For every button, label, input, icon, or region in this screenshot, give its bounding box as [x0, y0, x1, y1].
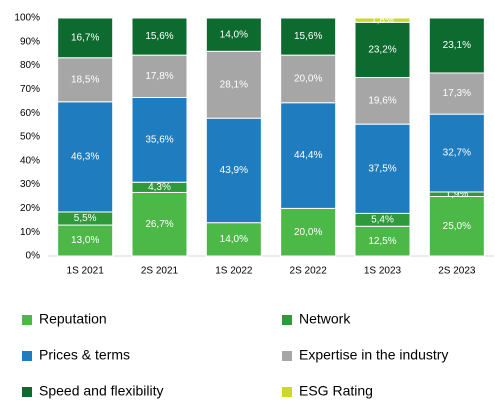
y-tick-label: 30%	[20, 179, 40, 190]
x-tick-label: 1S 2022	[215, 266, 253, 277]
x-tick-label: 1S 2023	[364, 266, 402, 277]
data-label: 1,8%	[371, 15, 394, 26]
y-tick-label: 0%	[26, 251, 41, 262]
data-label: 1,9%	[445, 189, 468, 200]
x-tick-label: 2S 2021	[141, 266, 179, 277]
bar-segment	[131, 191, 188, 257]
data-label: 32,7%	[443, 148, 471, 159]
bar-segment	[354, 77, 411, 125]
x-tick-label: 2S 2023	[438, 266, 476, 277]
bar-segment	[280, 207, 337, 257]
bar-segment	[57, 101, 114, 213]
bar-segment	[57, 224, 114, 257]
bar-segment	[131, 54, 188, 98]
y-tick-label: 70%	[20, 84, 40, 95]
data-label: 20,0%	[294, 227, 322, 238]
data-label: 18,5%	[71, 74, 99, 85]
bar-segment	[205, 50, 262, 119]
y-tick-label: 40%	[20, 155, 40, 166]
legend-swatch	[282, 351, 292, 361]
data-label: 4,3%	[148, 182, 171, 193]
bar-segment	[131, 17, 188, 56]
data-label: 5,5%	[74, 213, 97, 224]
x-tick-label: 1S 2021	[67, 266, 105, 277]
legend-label: Prices & terms	[39, 347, 130, 363]
legend-label: Speed and flexibility	[39, 383, 164, 399]
data-label: 28,1%	[220, 79, 248, 90]
legend-label: Network	[299, 311, 351, 327]
bar-segment	[205, 222, 262, 257]
bar-segment	[354, 17, 411, 23]
data-label: 15,6%	[294, 31, 322, 42]
data-label: 23,2%	[368, 45, 396, 56]
data-label: 35,6%	[145, 134, 173, 145]
data-label: 5,4%	[371, 214, 394, 225]
bar-segment	[428, 196, 485, 257]
legend-label: Expertise in the industry	[299, 347, 448, 363]
data-label: 20,0%	[294, 74, 322, 85]
bar-segment	[428, 72, 485, 115]
bar-segment	[354, 123, 411, 214]
y-tick-label: 60%	[20, 108, 40, 119]
data-label: 26,7%	[145, 219, 173, 230]
y-tick-label: 50%	[20, 132, 40, 143]
bar-segment	[205, 17, 262, 52]
y-tick-label: 90%	[20, 36, 40, 47]
legend-swatch	[22, 387, 32, 397]
legend-swatch	[282, 315, 292, 325]
data-label: 19,6%	[368, 95, 396, 106]
data-label: 25,0%	[443, 221, 471, 232]
legend-swatch	[22, 351, 32, 361]
legend-label: Reputation	[39, 311, 107, 327]
data-label: 17,3%	[443, 88, 471, 99]
legend-label: ESG Rating	[299, 383, 373, 399]
bar-segment	[354, 225, 411, 257]
data-label: 14,0%	[220, 234, 248, 245]
legend-swatch	[282, 387, 292, 397]
data-label: 12,5%	[368, 236, 396, 247]
bar-segment	[280, 102, 337, 209]
bar-segment	[428, 113, 485, 193]
bar-segment	[280, 17, 337, 56]
data-label: 23,1%	[443, 40, 471, 51]
y-tick-label: 20%	[20, 203, 40, 214]
data-label: 14,0%	[220, 29, 248, 40]
data-label: 37,5%	[368, 163, 396, 174]
bar-segment	[205, 117, 262, 224]
data-label: 15,6%	[145, 31, 173, 42]
data-label: 13,0%	[71, 235, 99, 246]
bar-segment	[131, 96, 188, 183]
data-label: 44,4%	[294, 150, 322, 161]
bar-segment	[428, 17, 485, 74]
y-tick-label: 10%	[20, 227, 40, 238]
data-label: 17,8%	[145, 71, 173, 82]
bar-segment	[57, 17, 114, 59]
y-tick-label: 80%	[20, 60, 40, 71]
data-label: 46,3%	[71, 152, 99, 163]
data-label: 43,9%	[220, 165, 248, 176]
legend-swatch	[22, 315, 32, 325]
x-tick-label: 2S 2022	[290, 266, 328, 277]
data-label: 16,7%	[71, 33, 99, 44]
y-tick-label: 100%	[14, 13, 40, 24]
